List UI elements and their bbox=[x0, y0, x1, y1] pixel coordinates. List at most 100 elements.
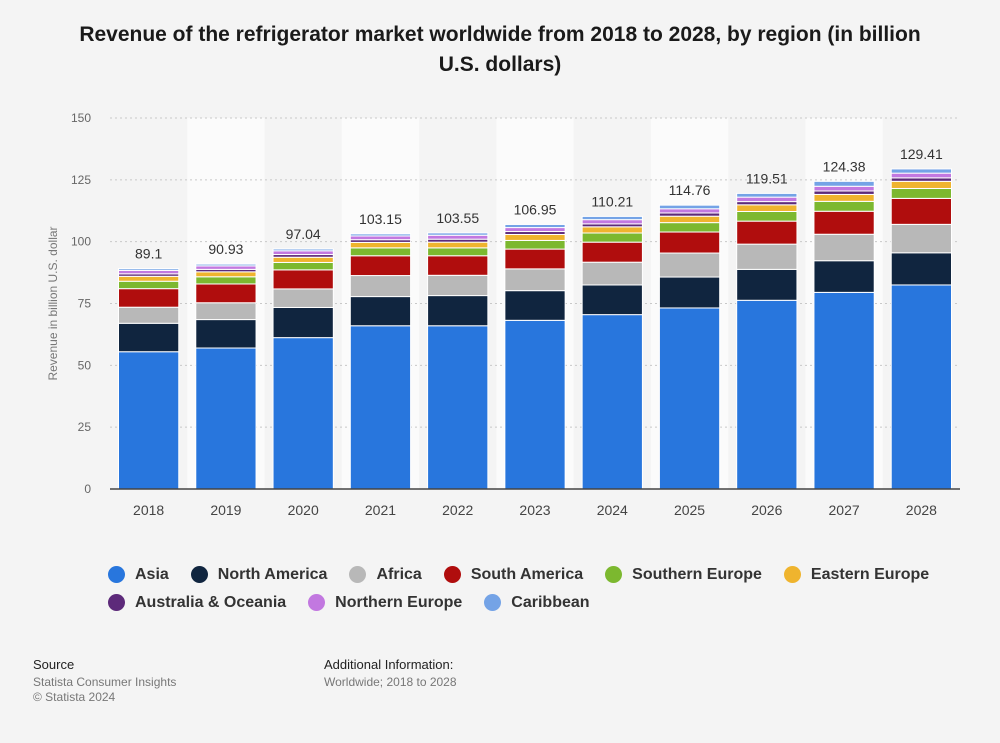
bar-eastern-europe-2026 bbox=[736, 204, 798, 212]
bar-south-america-2019 bbox=[195, 283, 257, 304]
bar-asia-2018 bbox=[118, 351, 180, 490]
legend-item-south-america[interactable]: South America bbox=[443, 564, 584, 585]
stacked-bar-chart: 0 25 50 75 100 125 150 89.1 90.93 97.04 103.15 103… bbox=[46, 111, 960, 518]
chart-title: Revenue of the refrigerator market world… bbox=[79, 23, 921, 76]
bar-caribbean-2025 bbox=[658, 204, 721, 210]
bar-northern-europe-2027 bbox=[813, 185, 875, 192]
bar-southern-europe-2018 bbox=[118, 280, 180, 290]
legend-swatch-australia-oceania bbox=[108, 594, 125, 611]
bar-australia-oceania-2027 bbox=[813, 190, 875, 195]
bar-caribbean-2023 bbox=[504, 223, 566, 229]
bar-southern-europe-2019 bbox=[195, 276, 257, 285]
bar-northern-europe-2026 bbox=[736, 196, 798, 203]
bar-southern-europe-2024 bbox=[581, 232, 643, 243]
bar-northern-europe-2018 bbox=[118, 269, 180, 275]
info-heading[interactable]: Additional Information: bbox=[324, 657, 454, 672]
y-tick-label: 75 bbox=[78, 297, 92, 311]
total-label-2022: 103.55 bbox=[436, 210, 479, 226]
bar-south-america-2024 bbox=[581, 241, 643, 263]
bar-north-america-2024 bbox=[581, 284, 643, 316]
bar-africa-2024 bbox=[581, 261, 643, 286]
bar-south-america-2020 bbox=[272, 269, 334, 290]
x-tick-label-2018: 2018 bbox=[133, 502, 164, 518]
bar-northern-europe-2020 bbox=[272, 250, 334, 256]
total-label-2028: 129.41 bbox=[900, 146, 943, 162]
bar-south-america-2028 bbox=[890, 197, 953, 225]
bar-eastern-europe-2024 bbox=[581, 226, 643, 234]
legend-label-northern-europe: Northern Europe bbox=[335, 593, 463, 611]
source-name[interactable]: Statista Consumer Insights bbox=[33, 675, 177, 689]
legend-label-north-america: North America bbox=[217, 565, 328, 583]
bar-southern-europe-2023 bbox=[504, 239, 566, 250]
bar-south-america-2027 bbox=[813, 210, 875, 235]
total-label-2023: 106.95 bbox=[514, 201, 557, 217]
footer-source: Source Statista Consumer Insights © Stat… bbox=[33, 657, 176, 705]
legend-item-asia[interactable]: Asia bbox=[108, 564, 169, 585]
x-axis-ticks: 2018 2019 2020 2021 2022 2023 2024 2025 2026 2027… bbox=[133, 502, 937, 518]
bar-eastern-europe-2018 bbox=[118, 275, 180, 282]
bar-southern-europe-2028 bbox=[890, 187, 953, 199]
bar-north-america-2027 bbox=[813, 260, 875, 293]
bar-south-america-2026 bbox=[736, 220, 798, 245]
y-tick-label: 25 bbox=[78, 420, 92, 434]
bar-africa-2026 bbox=[736, 243, 798, 270]
legend-label-australia-oceania: Australia & Oceania bbox=[135, 593, 287, 611]
bar-africa-2025 bbox=[658, 252, 721, 278]
bar-caribbean-2019 bbox=[195, 263, 257, 267]
bar-northern-europe-2021 bbox=[349, 235, 412, 241]
bar-asia-2020 bbox=[272, 337, 334, 490]
bar-north-america-2026 bbox=[736, 268, 798, 301]
y-tick-label: 125 bbox=[71, 173, 91, 187]
legend-item-caribbean[interactable]: Caribbean bbox=[484, 592, 590, 613]
legend-item-eastern-europe[interactable]: Eastern Europe bbox=[783, 564, 929, 585]
bar-southern-europe-2027 bbox=[813, 200, 875, 212]
y-tick-label: 150 bbox=[71, 111, 91, 125]
y-axis-label: Revenue in billion U.S. dollar bbox=[46, 226, 60, 380]
bar-asia-2025 bbox=[658, 307, 721, 490]
bar-asia-2028 bbox=[890, 284, 953, 490]
footer-additional-info: Additional Information: Worldwide; 2018 … bbox=[324, 657, 457, 690]
legend-item-australia-oceania[interactable]: Australia & Oceania bbox=[108, 592, 286, 613]
x-tick-label-2023: 2023 bbox=[519, 502, 550, 518]
bar-africa-2028 bbox=[890, 223, 953, 254]
bar-north-america-2018 bbox=[118, 322, 180, 353]
bar-asia-2023 bbox=[504, 319, 566, 490]
bar-southern-europe-2022 bbox=[427, 247, 489, 257]
legend-swatch-asia bbox=[108, 566, 125, 583]
bar-eastern-europe-2021 bbox=[349, 241, 412, 249]
bar-north-america-2023 bbox=[504, 290, 566, 321]
bar-asia-2019 bbox=[195, 347, 257, 490]
bar-eastern-europe-2023 bbox=[504, 233, 566, 241]
legend-item-africa[interactable]: Africa bbox=[349, 564, 422, 585]
legend-swatch-north-america bbox=[190, 566, 208, 583]
bar-caribbean-2020 bbox=[272, 248, 334, 252]
bar-northern-europe-2023 bbox=[504, 227, 566, 233]
legend-label-south-america: South America bbox=[470, 565, 584, 583]
bar-south-america-2023 bbox=[504, 248, 566, 270]
bar-asia-2022 bbox=[427, 325, 489, 490]
legend-label-africa: Africa bbox=[376, 565, 422, 583]
bar-southern-europe-2020 bbox=[272, 261, 334, 271]
bar-caribbean-2022 bbox=[427, 232, 489, 236]
legend-item-northern-europe[interactable]: Northern Europe bbox=[308, 592, 462, 613]
bar-northern-europe-2025 bbox=[658, 208, 721, 214]
x-tick-label-2022: 2022 bbox=[442, 502, 473, 518]
bar-asia-2024 bbox=[581, 314, 643, 490]
bar-south-america-2022 bbox=[427, 255, 489, 276]
bar-eastern-europe-2020 bbox=[272, 256, 334, 263]
total-label-2021: 103.15 bbox=[359, 211, 402, 227]
bar-north-america-2021 bbox=[349, 296, 412, 327]
legend-label-caribbean: Caribbean bbox=[511, 593, 590, 611]
legend-swatch-africa bbox=[349, 566, 367, 583]
legend-item-north-america[interactable]: North America bbox=[190, 564, 328, 585]
bars bbox=[118, 168, 953, 490]
bar-caribbean-2018 bbox=[118, 268, 180, 271]
bar-north-america-2022 bbox=[427, 295, 489, 327]
total-label-2018: 89.1 bbox=[135, 246, 162, 262]
bar-eastern-europe-2028 bbox=[890, 180, 953, 189]
info-text: Worldwide; 2018 to 2028 bbox=[324, 675, 457, 689]
source-heading: Source bbox=[33, 657, 75, 672]
bar-northern-europe-2028 bbox=[890, 172, 953, 179]
legend: Asia North America Africa South America Sout… bbox=[108, 564, 948, 613]
legend-item-southern-europe[interactable]: Southern Europe bbox=[605, 564, 762, 585]
